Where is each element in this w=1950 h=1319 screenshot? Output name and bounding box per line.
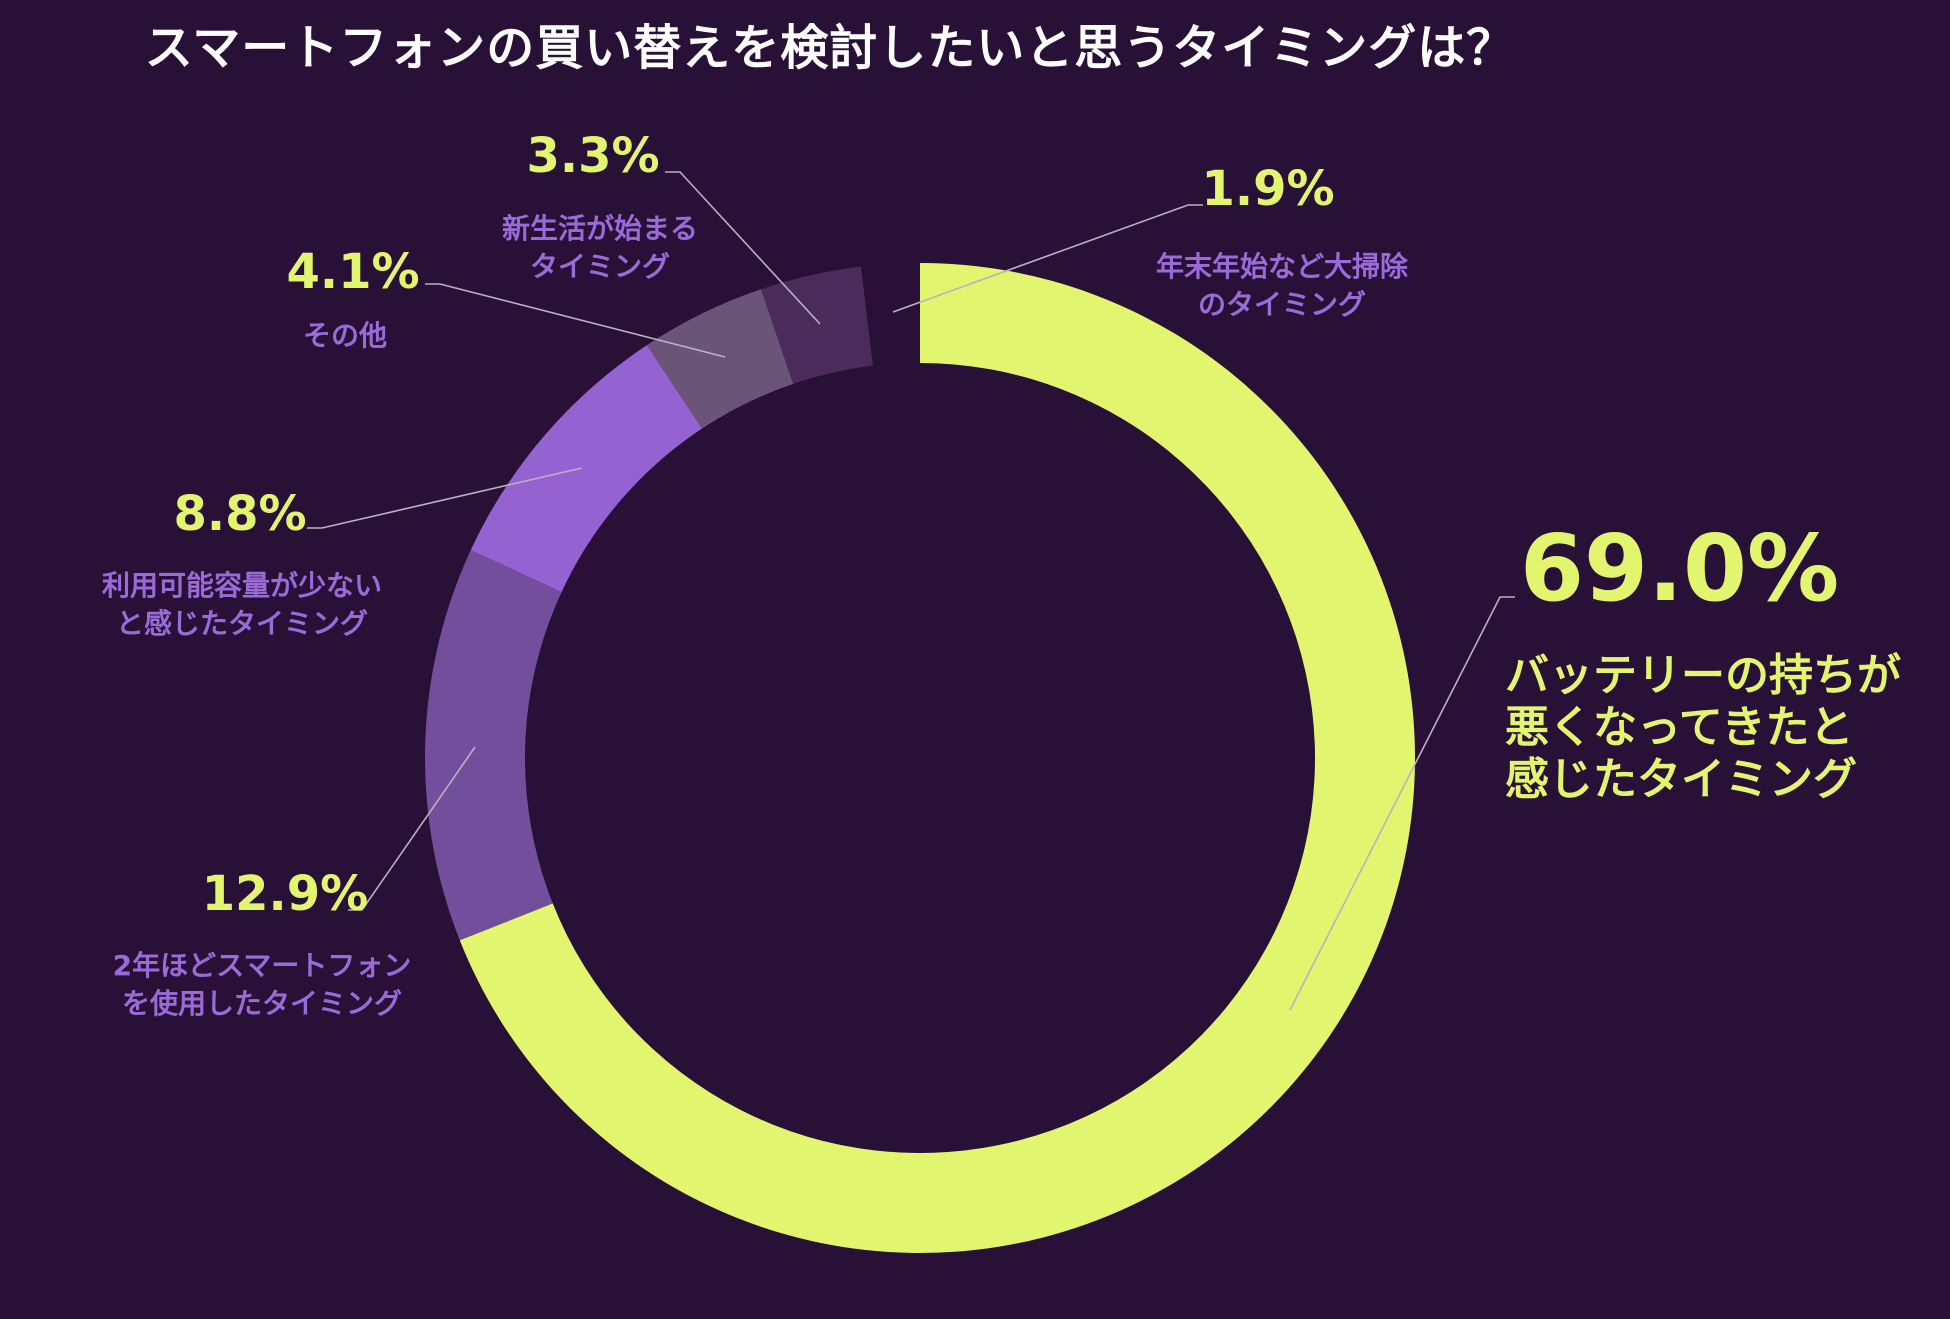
chart-title: スマートフォンの買い替えを検討したいと思うタイミングは？ <box>144 20 1516 76</box>
leader-line-3 <box>425 283 726 358</box>
percent-label-3: 4.1% <box>286 244 419 300</box>
slice-1 <box>425 550 562 941</box>
category-label-1-line-1: を使用したタイミング <box>122 987 402 1020</box>
category-label-0-line-0: バッテリーの持ちが <box>1505 650 1901 701</box>
leader-line-4 <box>665 171 821 325</box>
category-label-5-line-0: 年末年始など大掃除 <box>1156 250 1409 283</box>
leader-lines <box>307 171 1515 1011</box>
category-label-0-line-1: 悪くなってきたと <box>1505 702 1853 753</box>
percent-label-1: 12.9% <box>202 866 369 922</box>
leader-line-1 <box>348 746 476 911</box>
category-label-3-line-0: その他 <box>303 319 387 352</box>
category-label-0-line-2: 感じたタイミング <box>1505 754 1857 805</box>
slice-5 <box>861 263 920 366</box>
category-label-2-line-1: と感じたタイミング <box>116 607 368 640</box>
percent-label-4: 3.3% <box>526 128 659 184</box>
slice-2 <box>470 345 703 593</box>
leader-line-2 <box>307 467 583 529</box>
percent-label-5: 1.9% <box>1201 161 1334 217</box>
leader-line-0 <box>1289 596 1515 1011</box>
category-label-2-line-0: 利用可能容量が少ない <box>102 569 382 602</box>
percent-label-0: 69.0% <box>1520 515 1839 622</box>
category-label-5-line-1: のタイミング <box>1198 288 1366 321</box>
category-label-4-line-0: 新生活が始まる <box>502 212 698 245</box>
category-label-1-line-0: 2年ほどスマートフォン <box>113 949 412 982</box>
category-label-4-line-1: タイミング <box>530 250 670 283</box>
donut-slices <box>425 263 1416 1253</box>
leader-line-5 <box>892 204 1203 313</box>
slice-3 <box>646 289 794 429</box>
percent-label-2: 8.8% <box>173 486 306 542</box>
slice-4 <box>761 266 873 384</box>
